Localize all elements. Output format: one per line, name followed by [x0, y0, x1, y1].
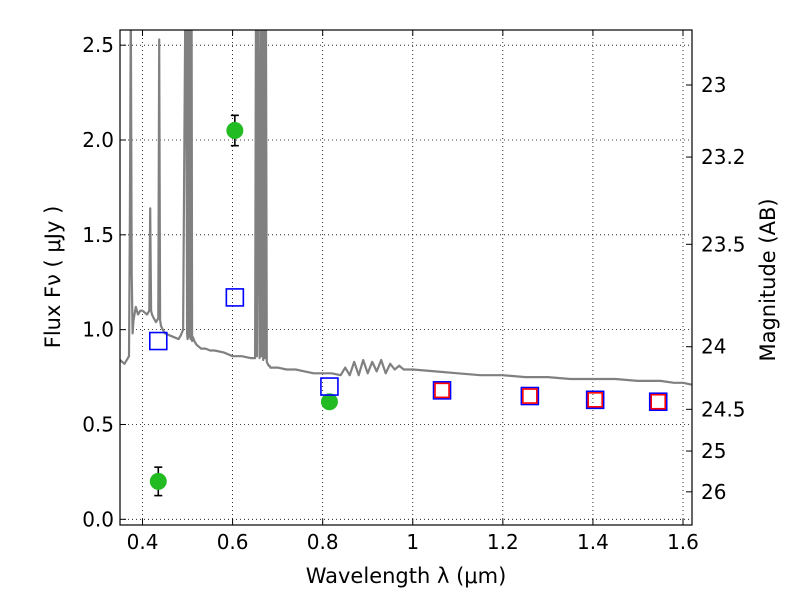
y-tick-label: 0.5 — [82, 412, 114, 436]
y-tick-label: 1.5 — [82, 223, 114, 247]
y-tick-label: 1.0 — [82, 318, 114, 342]
model-point-blue — [585, 390, 605, 410]
model-point-red — [522, 388, 538, 404]
grid — [120, 30, 692, 525]
y2-tick-label: 25 — [701, 439, 726, 463]
x-tick-label: 1.2 — [487, 530, 519, 554]
y-tick-label: 2.5 — [82, 33, 114, 57]
model-point-blue — [648, 392, 668, 412]
axes-frame — [119, 29, 693, 526]
model-point-blue — [520, 386, 540, 406]
y2-tick-label: 23 — [701, 73, 726, 97]
x-tick-label: 1.6 — [667, 530, 699, 554]
y-axis-label: Flux Fν ( μJy ) — [41, 206, 65, 349]
y-tick-label: 0.0 — [82, 507, 114, 531]
model-point-blue — [432, 381, 452, 400]
x-tick-label: 0.4 — [127, 530, 159, 554]
y2-tick-label: 23.2 — [701, 145, 746, 169]
x-tick-label: 1 — [406, 530, 419, 554]
plot-area — [120, 30, 692, 497]
x-tick-label: 1.4 — [577, 530, 609, 554]
observed-point — [226, 122, 244, 140]
x-tick-label: 0.8 — [307, 530, 339, 554]
y2-tick-label: 23.5 — [701, 232, 746, 256]
observed-point — [149, 472, 167, 490]
spectrum-line — [120, 30, 692, 386]
y2-tick-label: 26 — [701, 480, 726, 504]
model-point-red — [434, 382, 450, 399]
x-tick-label: 0.6 — [217, 530, 249, 554]
model-point-blue — [225, 288, 245, 307]
ticks: 0.4 0.6 0.8 1 1.2 1.4 1.6 0.0 0.5 1.0 1.5 2.0 2.5 23 2… — [82, 30, 746, 554]
model-point-blue — [320, 377, 339, 396]
x-axis-label: Wavelength λ (μm) — [306, 564, 507, 588]
y2-tick-label: 24.5 — [701, 397, 746, 421]
observed-point — [320, 393, 338, 411]
model-point-red — [587, 392, 603, 408]
y2-tick-label: 24 — [701, 335, 726, 359]
y2-axis-label: Magnitude (AB) — [756, 198, 780, 361]
y-tick-label: 2.0 — [82, 128, 114, 152]
model-point-blue — [148, 331, 168, 351]
model-point-red — [650, 393, 667, 410]
